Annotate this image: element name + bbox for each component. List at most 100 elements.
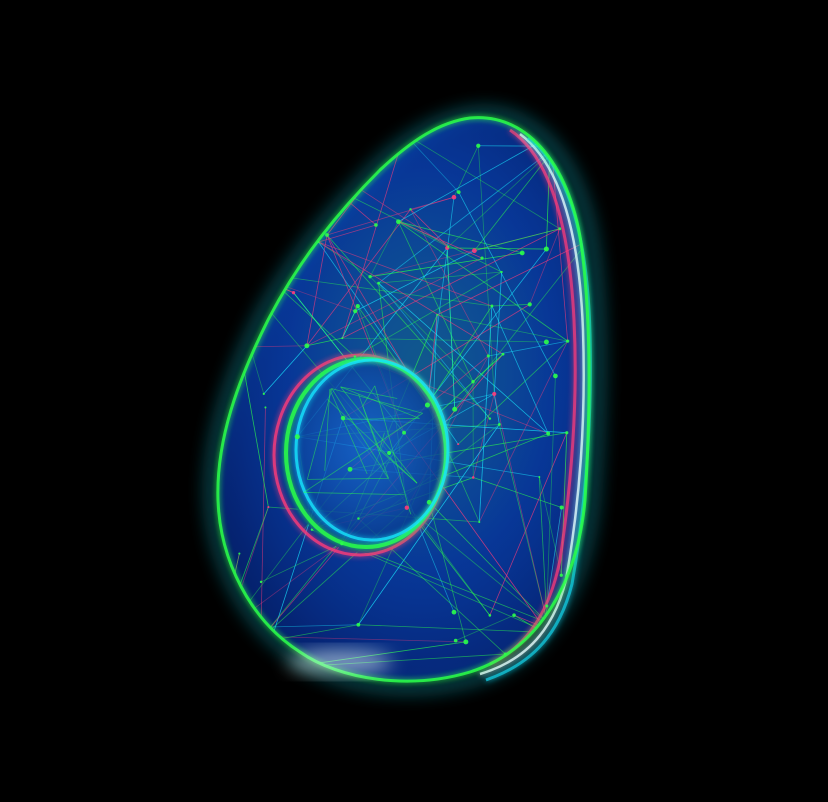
mesh-node [451, 194, 457, 200]
mesh-node [225, 626, 230, 631]
mesh-node [565, 431, 569, 435]
mesh-line [306, 209, 411, 347]
mesh-node [497, 422, 501, 426]
mesh-node [436, 313, 439, 316]
mesh-node [478, 520, 481, 524]
avocado-pit [272, 353, 450, 557]
mesh-node [264, 406, 267, 409]
mesh-line [491, 305, 549, 434]
mesh-node [480, 256, 484, 260]
mesh-node [582, 679, 587, 682]
mesh-node [543, 246, 549, 252]
mesh-node [374, 223, 378, 227]
mesh-node [556, 631, 559, 634]
mesh-line [370, 252, 523, 278]
mesh-node [355, 304, 360, 309]
mesh-node [447, 245, 450, 248]
pit-mesh-line [303, 412, 423, 493]
mesh-node [471, 380, 475, 384]
mesh-line [341, 133, 405, 339]
mesh-line [446, 247, 456, 410]
mesh-line [398, 221, 474, 382]
mesh-line [223, 256, 250, 347]
pit-mesh-line [340, 386, 398, 399]
mesh-node [424, 402, 430, 408]
mesh-node [357, 517, 360, 520]
mesh-node [545, 604, 549, 608]
pit-mesh-line [324, 389, 331, 471]
mesh-line [478, 340, 569, 523]
mesh-node [267, 506, 270, 509]
mesh-node [463, 639, 469, 645]
mesh-node [559, 505, 564, 510]
mesh-node [356, 622, 361, 627]
pit-mesh-line [331, 388, 423, 414]
mesh-node [353, 309, 358, 314]
mesh-line [318, 224, 377, 243]
mesh-line [398, 221, 523, 254]
mesh-node [353, 355, 357, 358]
mesh-node [457, 443, 460, 446]
mesh-line [474, 146, 557, 251]
mesh-node [294, 434, 300, 440]
mesh-line [454, 240, 589, 410]
mesh-node [471, 476, 475, 479]
mesh-line [241, 270, 277, 286]
mesh-node [341, 337, 344, 340]
mesh-line [398, 221, 449, 248]
mesh-node [559, 573, 563, 577]
mesh-line [404, 133, 560, 230]
mesh-line [446, 247, 456, 410]
mesh-node [259, 637, 263, 641]
pit-mesh-line [374, 385, 412, 515]
pit-mesh [303, 385, 423, 515]
mesh-line [427, 305, 493, 406]
pit-mesh-line [340, 386, 418, 484]
mesh-node [377, 281, 380, 285]
mesh-line [473, 477, 562, 508]
pit-mesh-line [331, 388, 389, 479]
mesh-line [369, 276, 474, 382]
mesh-node [519, 250, 525, 256]
mesh-node [404, 505, 410, 510]
mesh-node [246, 117, 251, 118]
mesh-node [219, 633, 223, 638]
mesh-node [317, 240, 320, 244]
mesh-line [406, 507, 548, 623]
mesh-node [275, 158, 278, 161]
bottom-highlight [288, 650, 392, 674]
mesh-node [490, 304, 494, 308]
mesh-line [318, 241, 493, 307]
mesh-node [476, 143, 481, 148]
mesh-node [240, 269, 243, 273]
mesh-line [398, 221, 483, 259]
mesh-line [263, 345, 308, 395]
mesh-line [427, 197, 455, 406]
mesh-node [452, 406, 458, 412]
mesh-node [553, 373, 558, 379]
mesh-line [455, 614, 515, 641]
mesh-line [247, 117, 377, 226]
mesh-line [447, 247, 547, 250]
mesh-line [260, 543, 343, 583]
mesh-line [270, 624, 359, 641]
mesh-node [500, 270, 503, 274]
mesh-line [358, 424, 500, 625]
mesh-line [369, 228, 560, 278]
mesh-node [451, 609, 457, 615]
mesh-line [355, 250, 475, 312]
mesh-node [368, 274, 372, 279]
mesh-line [458, 191, 556, 377]
mesh-line [219, 635, 222, 640]
mesh-line [428, 501, 548, 623]
mesh-node [259, 580, 263, 584]
mesh-line [529, 228, 561, 305]
mesh-line [493, 393, 548, 623]
mesh-node [566, 339, 570, 343]
pit-mesh-line [362, 385, 376, 406]
mesh-node [471, 248, 477, 254]
mesh-line [472, 393, 495, 478]
mesh-line [550, 136, 569, 342]
mesh-node [340, 415, 346, 421]
